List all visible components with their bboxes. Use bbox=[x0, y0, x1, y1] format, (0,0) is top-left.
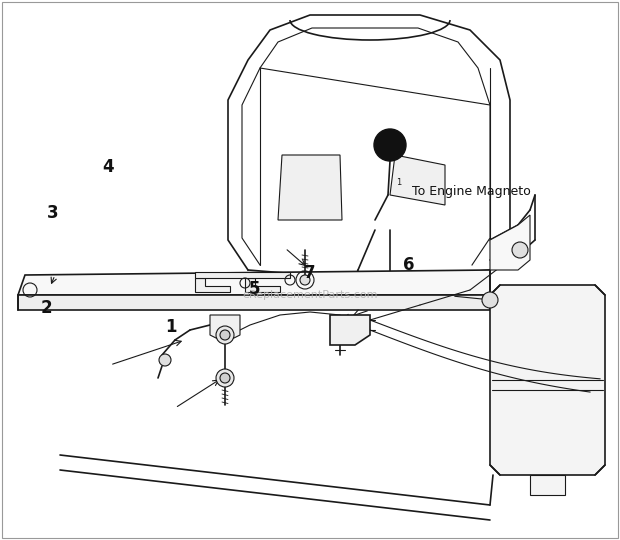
Text: 7: 7 bbox=[304, 264, 316, 282]
Circle shape bbox=[220, 330, 230, 340]
Text: 1: 1 bbox=[396, 178, 401, 187]
Circle shape bbox=[300, 275, 310, 285]
Circle shape bbox=[216, 326, 234, 344]
Text: 4: 4 bbox=[103, 158, 114, 177]
Polygon shape bbox=[245, 278, 280, 292]
Circle shape bbox=[220, 373, 230, 383]
Polygon shape bbox=[210, 315, 240, 340]
Polygon shape bbox=[530, 475, 565, 495]
Text: 6: 6 bbox=[404, 255, 415, 274]
Circle shape bbox=[512, 242, 528, 258]
Circle shape bbox=[159, 354, 171, 366]
Text: To Engine Magneto: To Engine Magneto bbox=[412, 185, 531, 198]
Circle shape bbox=[216, 369, 234, 387]
Polygon shape bbox=[195, 278, 230, 292]
Polygon shape bbox=[18, 295, 490, 310]
Text: 2: 2 bbox=[41, 299, 52, 317]
Text: eReplacementParts.com: eReplacementParts.com bbox=[242, 290, 378, 300]
Polygon shape bbox=[18, 270, 490, 295]
Polygon shape bbox=[390, 155, 445, 205]
Polygon shape bbox=[490, 285, 605, 475]
Polygon shape bbox=[490, 215, 530, 270]
Text: 3: 3 bbox=[47, 204, 58, 222]
Circle shape bbox=[374, 129, 406, 161]
Text: 1: 1 bbox=[165, 318, 176, 336]
Circle shape bbox=[482, 292, 498, 308]
Polygon shape bbox=[195, 272, 290, 278]
Polygon shape bbox=[330, 315, 370, 345]
Polygon shape bbox=[278, 155, 342, 220]
Text: 5: 5 bbox=[249, 280, 260, 298]
